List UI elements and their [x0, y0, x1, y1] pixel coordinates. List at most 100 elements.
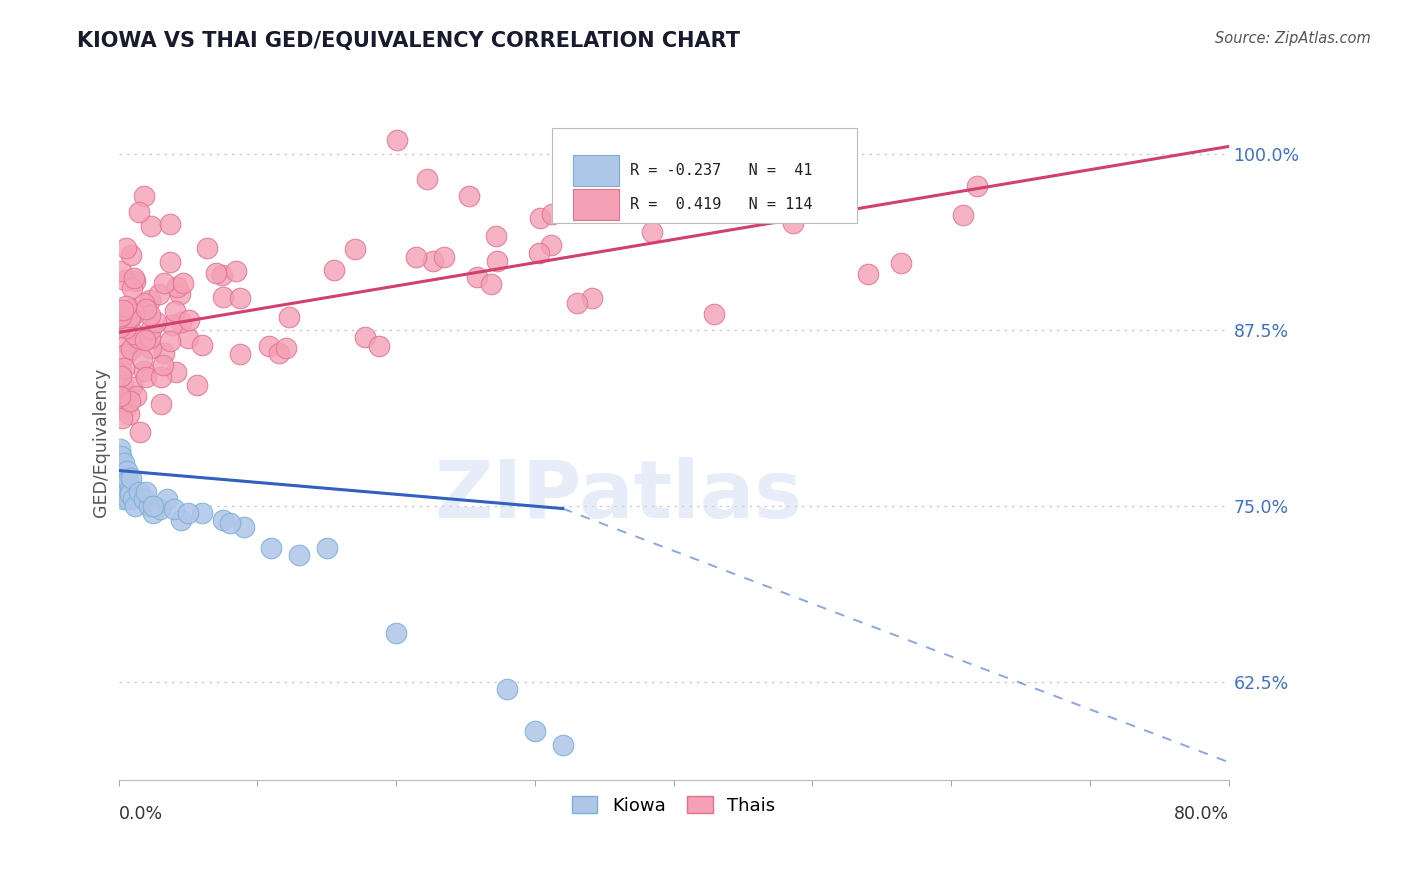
Point	[529, 211, 551, 225]
Point	[110, 362, 132, 376]
Point	[120, 248, 142, 262]
Point	[166, 280, 188, 294]
Point	[966, 178, 988, 193]
Point	[177, 331, 200, 345]
Point	[114, 272, 136, 286]
Point	[112, 377, 135, 392]
Point	[782, 216, 804, 230]
Point	[540, 207, 562, 221]
Y-axis label: GED/Equivalency: GED/Equivalency	[93, 368, 110, 517]
Point	[485, 228, 508, 243]
Point	[149, 501, 172, 516]
Point	[433, 250, 456, 264]
Point	[257, 338, 280, 352]
Point	[134, 295, 156, 310]
Point	[186, 378, 208, 392]
Point	[114, 319, 136, 334]
Point	[115, 314, 138, 328]
Point	[110, 311, 132, 326]
Point	[368, 339, 391, 353]
Point	[114, 400, 136, 414]
Point	[139, 322, 162, 336]
Point	[485, 253, 508, 268]
Point	[172, 277, 194, 291]
Point	[125, 389, 148, 403]
Point	[115, 463, 138, 477]
Point	[120, 301, 142, 316]
Point	[523, 724, 546, 739]
Point	[344, 242, 367, 256]
Point	[139, 293, 162, 307]
Point	[121, 491, 143, 506]
Point	[120, 310, 142, 324]
FancyBboxPatch shape	[551, 128, 856, 222]
Point	[952, 208, 974, 222]
Point	[274, 341, 297, 355]
Point	[496, 681, 519, 696]
Point	[134, 333, 156, 347]
Point	[112, 361, 135, 376]
Point	[110, 450, 132, 464]
Point	[118, 482, 141, 496]
Point	[111, 411, 134, 425]
Point	[112, 315, 135, 329]
Point	[458, 189, 481, 203]
Point	[108, 310, 131, 324]
Point	[890, 255, 912, 269]
Point	[108, 463, 131, 477]
Point	[132, 189, 155, 203]
Point	[159, 255, 181, 269]
Point	[111, 400, 134, 414]
Point	[122, 307, 145, 321]
Point	[120, 470, 142, 484]
Point	[218, 516, 240, 530]
Point	[581, 292, 603, 306]
Point	[124, 499, 146, 513]
Point	[211, 513, 233, 527]
Point	[118, 487, 141, 501]
Legend: Kiowa, Thais: Kiowa, Thais	[565, 789, 782, 822]
Point	[148, 287, 170, 301]
Point	[128, 204, 150, 219]
Point	[121, 380, 143, 394]
Point	[134, 364, 156, 378]
Point	[115, 336, 138, 351]
Point	[114, 347, 136, 361]
Point	[131, 351, 153, 366]
Point	[152, 359, 174, 373]
Point	[565, 296, 588, 310]
Point	[405, 250, 427, 264]
Point	[150, 397, 173, 411]
Point	[225, 263, 247, 277]
Point	[415, 172, 437, 186]
Point	[117, 474, 139, 488]
Point	[114, 241, 136, 255]
Point	[323, 263, 346, 277]
Point	[354, 330, 377, 344]
Point	[160, 318, 183, 332]
Point	[481, 277, 503, 292]
Point	[141, 219, 163, 233]
Point	[163, 303, 186, 318]
Point	[138, 499, 160, 513]
Point	[114, 387, 136, 401]
Point	[150, 370, 173, 384]
Point	[139, 341, 162, 355]
Point	[288, 548, 311, 562]
Point	[132, 491, 155, 506]
Point	[385, 625, 408, 640]
Point	[153, 276, 176, 290]
Point	[170, 513, 193, 527]
Point	[124, 326, 146, 341]
Point	[112, 491, 135, 506]
Point	[128, 425, 150, 439]
Point	[229, 347, 252, 361]
Point	[195, 241, 218, 255]
Point	[703, 307, 725, 321]
Text: R = -0.237   N =  41: R = -0.237 N = 41	[630, 163, 813, 178]
Point	[118, 394, 141, 409]
Text: ZIPatlas: ZIPatlas	[434, 458, 803, 535]
Point	[135, 302, 157, 317]
Text: R =  0.419   N = 114: R = 0.419 N = 114	[630, 197, 813, 211]
Point	[120, 342, 142, 356]
